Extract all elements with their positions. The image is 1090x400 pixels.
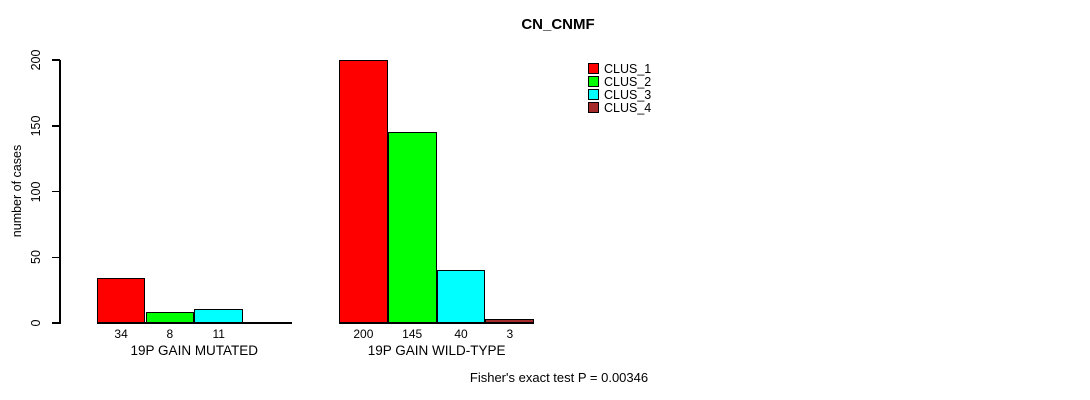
bar-value-label: 145 xyxy=(402,327,423,341)
fisher-test-annotation: Fisher's exact test P = 0.00346 xyxy=(469,370,649,385)
legend-swatch-icon xyxy=(588,76,599,87)
y-axis-title: number of cases xyxy=(10,144,24,238)
legend-row: CLUS_3 xyxy=(588,87,652,102)
y-tick-mark xyxy=(52,322,60,324)
legend-row: CLUS_2 xyxy=(588,74,652,89)
bar-clus_1 xyxy=(339,60,388,323)
bar-value-label: 3 xyxy=(506,327,514,341)
group-baseline xyxy=(96,322,292,324)
legend-row: CLUS_1 xyxy=(588,61,652,76)
bar-value-label: 200 xyxy=(353,327,374,341)
bar-value-label: 11 xyxy=(212,327,225,341)
chart-title: CN_CNMF xyxy=(521,16,595,33)
bar-value-label: 8 xyxy=(166,327,174,341)
y-tick-mark xyxy=(52,59,60,61)
bar-value-label: 40 xyxy=(454,327,468,341)
bar-value-label: 34 xyxy=(114,327,128,341)
bar-clus_3 xyxy=(194,308,244,323)
y-tick-label: 200 xyxy=(29,49,43,71)
y-tick-label: 100 xyxy=(29,181,43,202)
legend-row: CLUS_4 xyxy=(588,100,652,115)
y-tick-label: 150 xyxy=(29,115,43,137)
group-baseline xyxy=(339,322,535,324)
legend-swatch-icon xyxy=(588,102,599,113)
y-tick-label: 0 xyxy=(29,319,43,327)
y-tick-label: 50 xyxy=(29,250,43,265)
legend-label: CLUS_2 xyxy=(604,74,652,89)
bar-clus_1 xyxy=(96,278,146,323)
y-tick-mark xyxy=(52,256,60,258)
legend-swatch-icon xyxy=(588,63,599,74)
x-group-label: 19P GAIN WILD-TYPE xyxy=(367,343,506,358)
y-tick-mark xyxy=(52,125,60,127)
legend-label: CLUS_4 xyxy=(604,100,652,115)
bar-clus_2 xyxy=(387,132,437,323)
legend-label: CLUS_3 xyxy=(604,87,652,102)
x-group-label: 19P GAIN MUTATED xyxy=(130,343,259,358)
legend-swatch-icon xyxy=(588,89,599,100)
legend-label: CLUS_1 xyxy=(604,61,652,76)
bar-clus_3 xyxy=(436,270,486,323)
y-tick-mark xyxy=(52,190,60,193)
chart-legend: CLUS_1 CLUS_2 CLUS_3 CLUS_4 xyxy=(588,61,652,115)
